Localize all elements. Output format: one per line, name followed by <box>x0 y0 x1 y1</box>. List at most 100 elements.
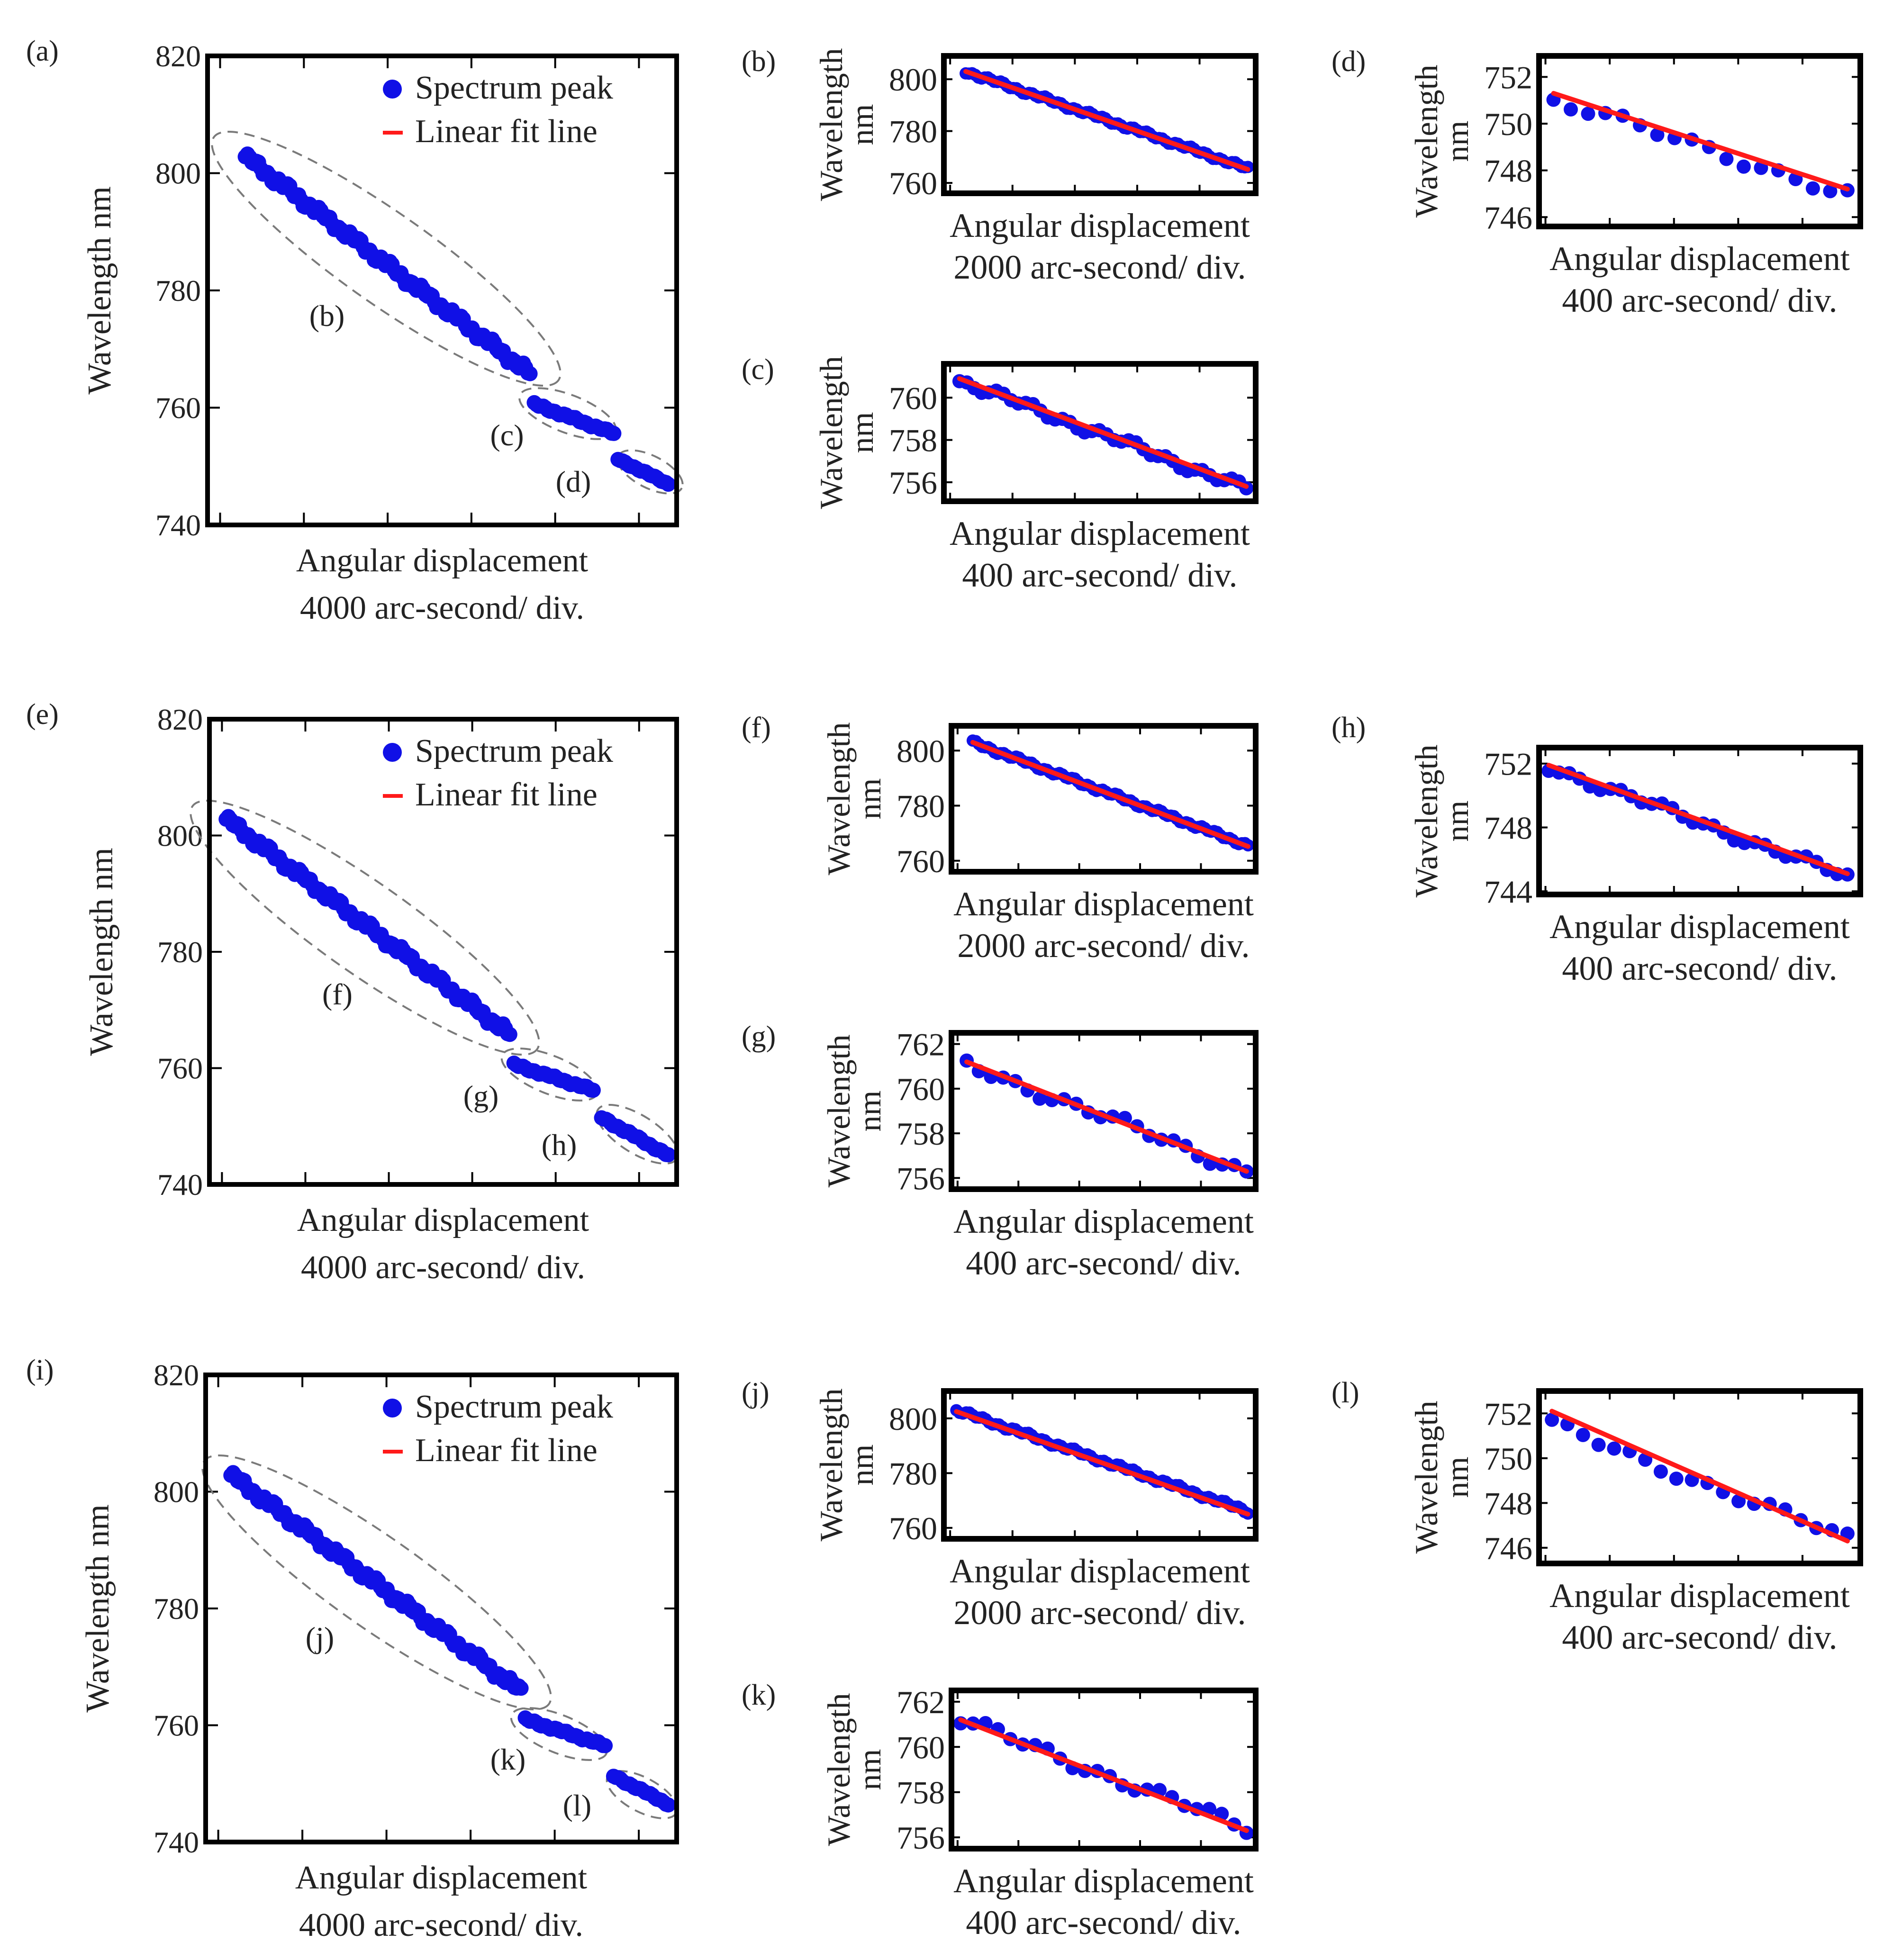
region-label: (d) <box>556 465 591 498</box>
panel-label: (b) <box>742 45 776 78</box>
legend-marker-label: Spectrum peak <box>415 70 613 106</box>
y-tick-label: 760 <box>889 1510 937 1546</box>
region-label: (b) <box>309 299 345 333</box>
y-tick-label: 740 <box>155 508 201 542</box>
y-tick-label: 748 <box>1484 810 1532 846</box>
y-tick-label: 820 <box>155 39 201 73</box>
linear-fit-line <box>957 376 1249 489</box>
y-tick-label: 760 <box>897 843 945 879</box>
region-label: (h) <box>542 1128 577 1162</box>
legend-marker-label: Spectrum peak <box>415 733 613 769</box>
region-ellipse <box>211 130 562 387</box>
linear-fit-line <box>1551 90 1850 192</box>
y-axis-label: Wavelength <box>821 1693 857 1846</box>
plot-frame <box>1536 1388 1863 1566</box>
x-axis-unit: 400 arc-second/ div. <box>966 1244 1241 1282</box>
y-axis-unit: nm <box>844 412 880 453</box>
data-point <box>1805 181 1820 196</box>
y-tick-label: 780 <box>897 788 945 824</box>
y-tick-label: 740 <box>154 1825 199 1859</box>
y-tick-label: 820 <box>157 703 203 736</box>
data-point <box>661 1147 676 1163</box>
y-tick-label: 780 <box>889 114 937 150</box>
x-axis-unit: 4000 arc-second/ div. <box>301 1249 585 1286</box>
y-tick-label: 760 <box>889 165 937 201</box>
y-tick-label: 760 <box>889 380 937 416</box>
y-tick-label: 748 <box>1484 153 1532 189</box>
plot-frame <box>1536 53 1863 229</box>
y-tick-label: 780 <box>154 1592 199 1626</box>
y-tick-label: 752 <box>1484 1396 1532 1432</box>
y-tick-label: 800 <box>889 1401 937 1437</box>
y-axis-unit: nm <box>1439 121 1475 162</box>
panel-label: (j) <box>742 1377 770 1409</box>
x-axis-unit: 400 arc-second/ div. <box>962 556 1237 594</box>
y-tick-label: 746 <box>1484 199 1532 235</box>
plot-frame <box>941 361 1259 504</box>
data-point <box>1669 1472 1684 1486</box>
x-axis-label: Angular displacement <box>297 1202 589 1238</box>
data-point <box>1823 184 1838 199</box>
x-axis-unit: 2000 arc-second/ div. <box>957 927 1250 965</box>
x-axis-label: Angular displacement <box>296 542 589 579</box>
y-tick-label: 800 <box>154 1475 199 1509</box>
y-axis-unit: nm <box>1439 801 1475 842</box>
plot-frame <box>203 1373 679 1844</box>
data-point <box>1719 152 1734 166</box>
plot-frame <box>949 1030 1259 1192</box>
y-tick-label: 750 <box>1484 106 1532 142</box>
data-point <box>502 1027 517 1042</box>
y-axis-label: Wavelength <box>813 1388 849 1541</box>
y-axis-unit: nm <box>844 104 880 145</box>
y-axis-unit: nm <box>851 778 888 820</box>
y-axis-label: Wavelength <box>1408 64 1444 217</box>
data-point <box>1581 107 1595 121</box>
y-tick-label: 762 <box>897 1684 945 1720</box>
data-point <box>1736 159 1751 174</box>
panel-label: (e) <box>26 698 59 731</box>
data-point <box>1591 1437 1606 1452</box>
data-point <box>522 366 538 381</box>
data-point <box>1564 102 1578 117</box>
x-axis-label: Angular displacement <box>1549 240 1850 278</box>
data-point <box>598 1738 613 1753</box>
y-tick-label: 758 <box>897 1116 945 1152</box>
x-axis-label: Angular displacement <box>950 515 1250 552</box>
y-tick-label: 800 <box>897 733 945 769</box>
y-axis-label: Wavelength <box>821 722 857 875</box>
y-tick-label: 800 <box>157 819 203 853</box>
panel-label: (a) <box>26 35 59 67</box>
y-tick-label: 780 <box>889 1455 937 1491</box>
y-tick-label: 758 <box>889 423 937 459</box>
data-point <box>1576 1427 1590 1442</box>
x-axis-label: Angular displacement <box>953 1862 1254 1900</box>
data-point <box>1607 1441 1621 1456</box>
x-axis-unit: 2000 arc-second/ div. <box>953 248 1246 286</box>
y-tick-label: 758 <box>897 1775 945 1811</box>
y-tick-label: 760 <box>155 391 201 425</box>
y-tick-label: 820 <box>154 1358 199 1392</box>
x-axis-unit: 2000 arc-second/ div. <box>953 1594 1246 1632</box>
x-axis-label: Angular displacement <box>950 207 1250 244</box>
y-tick-label: 780 <box>157 935 203 969</box>
region-ellipse <box>616 449 684 495</box>
y-tick-label: 800 <box>155 157 201 190</box>
x-axis-label: Angular displacement <box>1549 908 1850 946</box>
plot-frame <box>941 53 1259 196</box>
y-tick-label: 756 <box>889 465 937 501</box>
plot-frame <box>1536 745 1863 897</box>
data-point <box>1653 1464 1668 1479</box>
y-axis-label: Wavelength <box>821 1034 857 1187</box>
linear-fit-line <box>963 69 1250 172</box>
legend-marker-icon <box>383 80 402 99</box>
y-tick-label: 780 <box>155 274 201 307</box>
legend-line-label: Linear fit line <box>415 777 598 813</box>
linear-fit-line <box>954 1409 1250 1517</box>
x-axis-unit: 400 arc-second/ div. <box>1562 949 1837 987</box>
